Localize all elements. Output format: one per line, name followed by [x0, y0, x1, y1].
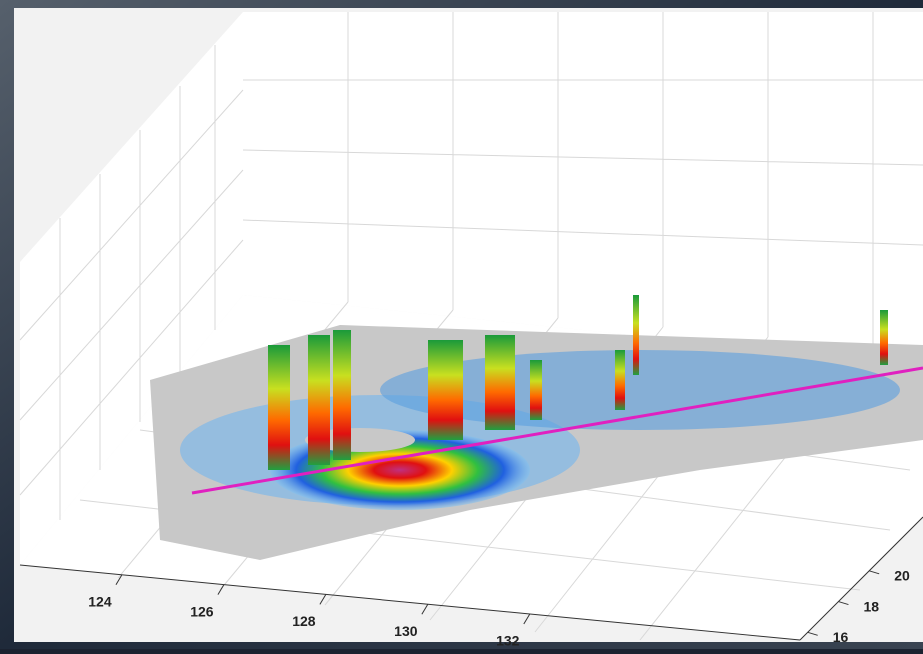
y-tick-label: 18	[863, 598, 879, 614]
x-tick-label: 130	[394, 623, 418, 639]
x-tick-label: 128	[292, 613, 316, 629]
x-tick-label: 126	[190, 603, 214, 619]
y-tick-label: 16	[833, 629, 849, 645]
chart: 124 126 128 130 132 16 18 20	[0, 0, 923, 649]
x-tick-label: 124	[88, 594, 112, 610]
y-tick-label: 20	[894, 568, 910, 584]
x-tick-label: 132	[496, 633, 520, 649]
